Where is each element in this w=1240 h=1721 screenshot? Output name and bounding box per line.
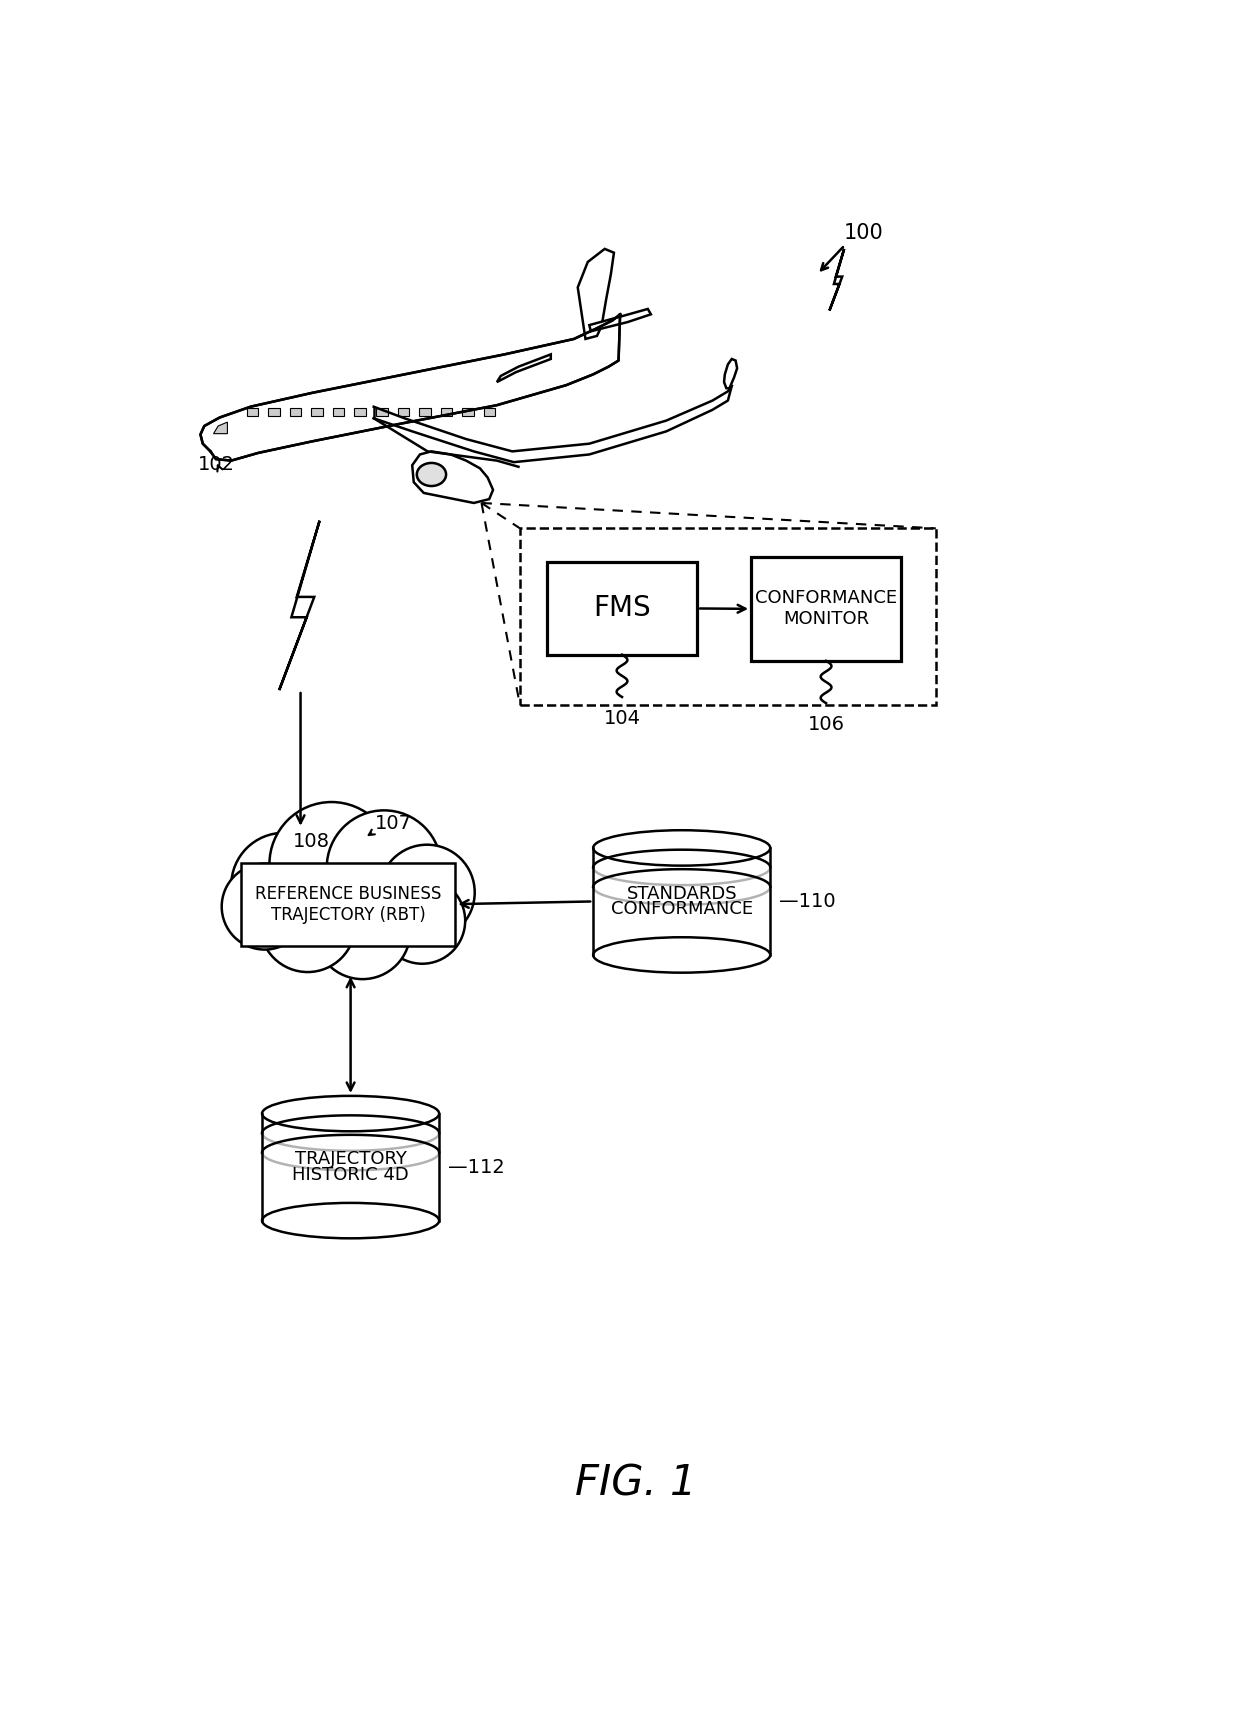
Text: 107: 107 bbox=[376, 814, 412, 833]
Bar bbox=[751, 558, 901, 661]
Polygon shape bbox=[724, 360, 737, 389]
Text: 102: 102 bbox=[198, 454, 236, 473]
Polygon shape bbox=[497, 355, 551, 382]
Ellipse shape bbox=[262, 1203, 439, 1239]
Bar bbox=[247, 408, 258, 416]
Text: REFERENCE BUSINESS
TRAJECTORY (RBT): REFERENCE BUSINESS TRAJECTORY (RBT) bbox=[255, 885, 441, 924]
Polygon shape bbox=[830, 250, 844, 310]
Polygon shape bbox=[373, 386, 732, 463]
Bar bbox=[463, 408, 474, 416]
Text: —110: —110 bbox=[780, 891, 836, 910]
Bar bbox=[290, 408, 301, 416]
Text: STANDARDS: STANDARDS bbox=[626, 885, 737, 904]
Bar bbox=[398, 408, 409, 416]
Text: TRAJECTORY: TRAJECTORY bbox=[295, 1150, 407, 1169]
Bar bbox=[547, 563, 697, 654]
Bar bbox=[268, 408, 280, 416]
Bar bbox=[376, 408, 388, 416]
Circle shape bbox=[222, 864, 308, 950]
Circle shape bbox=[379, 878, 465, 964]
Text: 106: 106 bbox=[807, 714, 844, 733]
Circle shape bbox=[379, 845, 475, 940]
Text: CONFORMANCE: CONFORMANCE bbox=[610, 900, 753, 917]
Text: FIG. 1: FIG. 1 bbox=[575, 1463, 696, 1504]
Text: 104: 104 bbox=[604, 709, 641, 728]
Polygon shape bbox=[589, 310, 651, 330]
Ellipse shape bbox=[417, 463, 446, 485]
Polygon shape bbox=[213, 422, 227, 434]
Text: FMS: FMS bbox=[593, 594, 651, 623]
Circle shape bbox=[269, 802, 393, 926]
Text: CONFORMANCE
MONITOR: CONFORMANCE MONITOR bbox=[755, 590, 897, 628]
Bar bbox=[440, 408, 453, 416]
Polygon shape bbox=[279, 521, 320, 690]
Bar bbox=[311, 408, 322, 416]
Circle shape bbox=[326, 811, 441, 924]
Bar bbox=[355, 408, 366, 416]
Bar bbox=[520, 528, 936, 706]
Circle shape bbox=[231, 833, 336, 938]
Polygon shape bbox=[412, 451, 494, 503]
Bar bbox=[242, 862, 455, 947]
Text: 100: 100 bbox=[843, 222, 883, 243]
Ellipse shape bbox=[593, 830, 770, 866]
Ellipse shape bbox=[593, 938, 770, 972]
Polygon shape bbox=[201, 315, 620, 461]
Polygon shape bbox=[578, 250, 614, 339]
Circle shape bbox=[260, 876, 356, 972]
Bar bbox=[419, 408, 430, 416]
Text: HISTORIC 4D: HISTORIC 4D bbox=[293, 1165, 409, 1184]
Ellipse shape bbox=[262, 1096, 439, 1131]
Bar bbox=[484, 408, 495, 416]
Bar bbox=[332, 408, 345, 416]
Circle shape bbox=[315, 883, 410, 979]
Text: 108: 108 bbox=[293, 833, 330, 852]
Text: —112: —112 bbox=[449, 1158, 505, 1177]
